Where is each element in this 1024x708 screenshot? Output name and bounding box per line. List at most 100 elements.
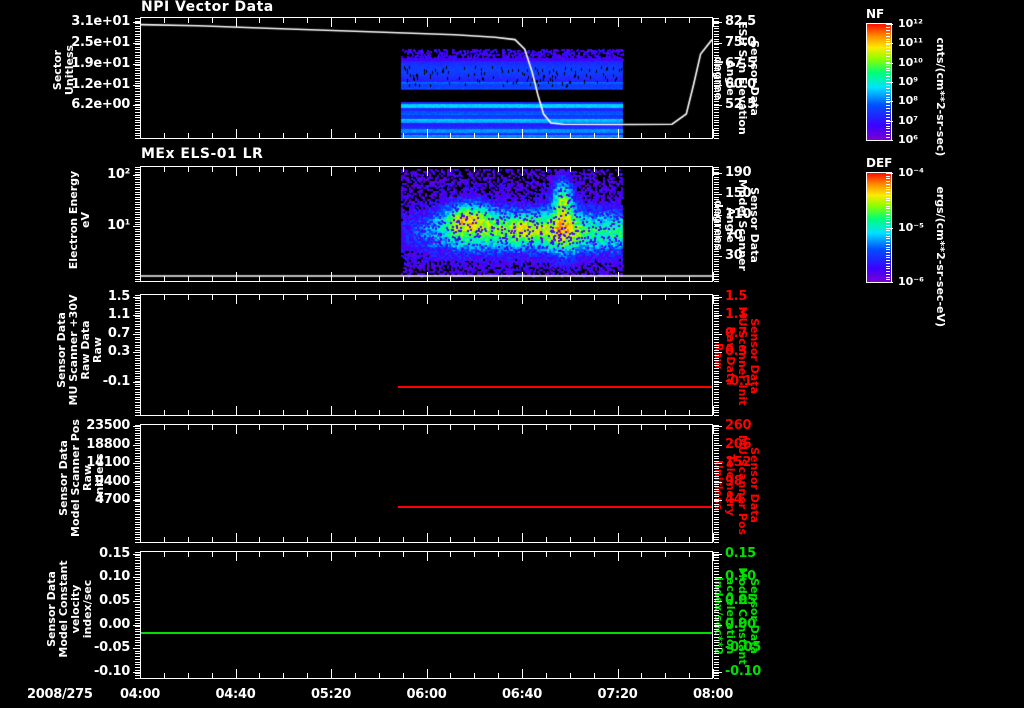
colorbar-minor-tick (886, 271, 890, 272)
axis-tick-label: 10² (107, 168, 130, 181)
tick-mark (164, 276, 165, 281)
colorbar-minor-tick (886, 41, 890, 42)
tick-mark (713, 272, 714, 281)
tick-mark (546, 133, 547, 138)
tick-mark (714, 65, 719, 66)
tick-mark (355, 673, 356, 678)
tick-mark (714, 99, 719, 100)
tick-mark (714, 524, 719, 525)
tick-mark (236, 272, 237, 281)
tick-mark (355, 295, 356, 300)
tick-mark (135, 197, 140, 198)
tick-mark (713, 669, 714, 678)
tick-mark (135, 73, 140, 74)
colorbar-nf-name: NF (866, 8, 884, 21)
tick-mark (714, 618, 719, 619)
tick-mark (135, 34, 140, 35)
tick-mark (714, 667, 719, 668)
tick-mark (450, 295, 451, 300)
xaxis-tick-label: 08:00 (693, 688, 733, 701)
tick-mark (283, 133, 284, 138)
tick-mark (212, 552, 213, 557)
panel-mex-els-01-lr[interactable] (140, 166, 713, 282)
panel-model-scanner-pos-raw[interactable] (140, 424, 713, 543)
tick-mark (135, 363, 140, 364)
tick-mark (618, 425, 619, 434)
tick-mark (135, 588, 140, 589)
tick-mark (135, 352, 140, 353)
tick-mark (714, 192, 719, 193)
tick-mark (714, 52, 719, 53)
tick-mark (135, 509, 140, 510)
tick-mark (135, 219, 140, 220)
tick-mark (135, 678, 140, 679)
tick-mark (714, 311, 719, 312)
tick-mark (714, 352, 719, 353)
tick-mark (135, 360, 140, 361)
tick-mark (714, 392, 719, 393)
tick-mark (714, 588, 719, 589)
tick-mark (714, 645, 719, 646)
axis-tick-label: 0.7 (108, 327, 130, 340)
tick-mark (714, 593, 719, 594)
axis-tick-label: 4700 (95, 493, 130, 506)
tick-mark (714, 612, 719, 613)
tick-mark (135, 601, 140, 602)
tick-mark (135, 182, 140, 183)
tick-mark (714, 339, 719, 340)
tick-mark (714, 365, 719, 366)
tick-mark (474, 425, 475, 430)
tick-mark (714, 269, 719, 270)
tick-mark (714, 246, 719, 247)
tick-mark (135, 371, 140, 372)
tick-mark (135, 36, 140, 37)
tick-mark (714, 626, 719, 627)
colorbar-minor-tick (886, 70, 890, 71)
tick-mark (714, 601, 719, 602)
tick-mark (594, 295, 595, 300)
xaxis-tick-label: 06:40 (502, 688, 542, 701)
colorbar-minor-tick (886, 117, 890, 118)
colorbar-def-name: DEF (866, 157, 892, 170)
tick-mark (135, 511, 140, 512)
tick-mark (135, 125, 140, 126)
panel2-heatmap (141, 167, 712, 281)
tick-mark (188, 537, 189, 542)
tick-mark (135, 435, 140, 436)
tick-mark (135, 563, 140, 564)
axis-tick-label: 206 (725, 438, 751, 451)
panel-npi-vector-data[interactable] (140, 17, 713, 139)
colorbar-tick-label: 10⁻⁴ (898, 166, 924, 179)
tick-mark (133, 105, 140, 106)
tick-mark (714, 34, 719, 35)
tick-mark (714, 664, 719, 665)
tick-mark (714, 261, 719, 262)
colorbar-minor-tick (886, 82, 890, 83)
tick-mark (714, 373, 719, 374)
tick-mark (714, 539, 719, 540)
tick-mark (135, 226, 140, 227)
axis-tick-label: 75.0 (725, 36, 756, 49)
tick-mark (689, 673, 690, 678)
tick-mark (714, 476, 719, 477)
panel-mu-scanner-30v-raw[interactable] (140, 294, 713, 416)
tick-mark (135, 402, 140, 403)
tick-mark (236, 129, 237, 138)
tick-mark (714, 596, 719, 597)
tick-mark (135, 60, 140, 61)
colorbar-minor-tick (886, 277, 890, 278)
axis-tick-label: 30 (725, 249, 743, 262)
tick-mark (714, 504, 719, 505)
tick-mark (135, 489, 140, 490)
tick-mark (714, 300, 719, 301)
tick-mark (135, 607, 140, 608)
colorbar-minor-tick (886, 211, 890, 212)
tick-mark (135, 656, 140, 657)
tick-mark (714, 207, 719, 208)
tick-mark (135, 473, 140, 474)
tick-mark (307, 425, 308, 430)
tick-mark (135, 358, 140, 359)
tick-mark (714, 501, 719, 502)
tick-mark (379, 425, 380, 430)
panel-model-constant-velocity[interactable] (140, 551, 713, 679)
